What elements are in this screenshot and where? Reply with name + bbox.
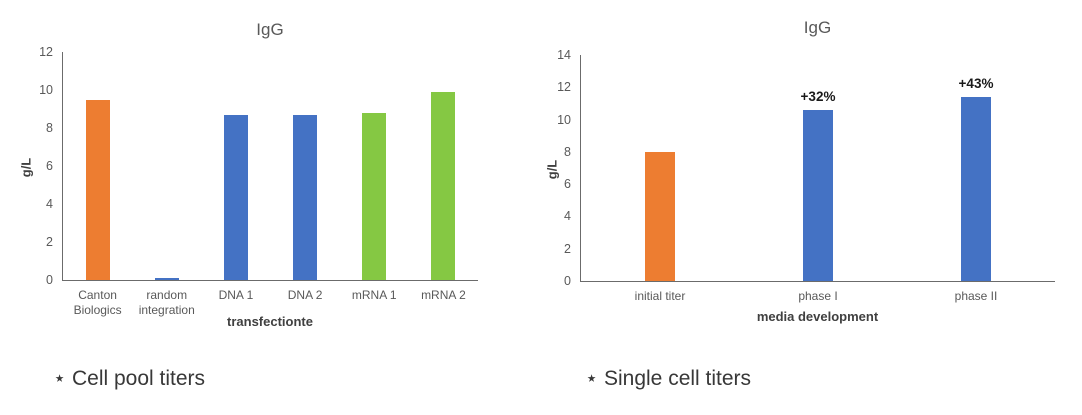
- bar-2: [154, 278, 179, 280]
- caption-single-cell-titers: ⋆ Single cell titers: [585, 367, 752, 390]
- y-tick-label: 8: [564, 144, 571, 159]
- x-category-label: phase II: [954, 289, 998, 303]
- x-category-label: mRNA 2: [421, 288, 466, 302]
- x-category-label: Canton Biologics: [73, 288, 122, 317]
- y-tick-label: 10: [557, 112, 571, 127]
- plot-area: 0 2 4 6 8 10 12 Canton Biologics random integrat…: [39, 45, 478, 317]
- bar-6: [431, 91, 456, 280]
- x-axis-title: media development: [756, 309, 879, 324]
- bar-3: [223, 114, 248, 280]
- bar-1: [85, 99, 110, 280]
- caption-cell-pool-titers: ⋆ Cell pool titers: [53, 367, 206, 390]
- x-category-label: DNA 2: [287, 288, 323, 302]
- y-tick-label: 6: [564, 177, 571, 192]
- y-tick-label: 0: [564, 274, 571, 288]
- chart-title: IgG: [256, 20, 284, 39]
- bar-2: [803, 109, 833, 281]
- y-tick-label: 2: [564, 241, 571, 256]
- y-tick-label: 12: [557, 80, 571, 95]
- x-category-label: mRNA 1: [351, 288, 397, 302]
- x-category-label: phase I: [798, 289, 838, 303]
- chart-title: IgG: [803, 18, 832, 37]
- x-axis-title: transfectionte: [227, 314, 313, 329]
- y-tick-label: 14: [557, 48, 571, 62]
- cell-pool-titers-chart: IgG g/L 0 2 4 6 8 10 12 Canton Biologics random …: [10, 6, 525, 346]
- bar-data-label: +43%: [958, 75, 994, 91]
- y-tick-label: 2: [46, 235, 53, 249]
- y-tick-label: 4: [564, 209, 571, 224]
- x-category-label: initial titer: [634, 289, 686, 303]
- y-tick-label: 8: [46, 121, 53, 135]
- y-tick-label: 6: [46, 159, 53, 173]
- plot-area: 0 2 4 6 8 10 12 14 initial titer +32% phase I +43% p…: [557, 48, 1055, 303]
- bar-1: [645, 151, 675, 281]
- bar-4: [293, 114, 318, 280]
- y-tick-label: 10: [39, 83, 53, 97]
- x-category-label: DNA 1: [218, 288, 254, 302]
- y-tick-label: 4: [46, 197, 53, 211]
- bar-5: [362, 112, 387, 280]
- single-cell-titers-chart: IgG g/L 0 2 4 6 8 10 12 14 initial titer +32% phas…: [540, 6, 1082, 346]
- y-tick-label: 12: [39, 45, 53, 59]
- bar-data-label: +32%: [800, 88, 836, 104]
- bar-3: [961, 96, 991, 281]
- y-tick-label: 0: [46, 273, 53, 287]
- x-category-label: random integration: [138, 288, 195, 317]
